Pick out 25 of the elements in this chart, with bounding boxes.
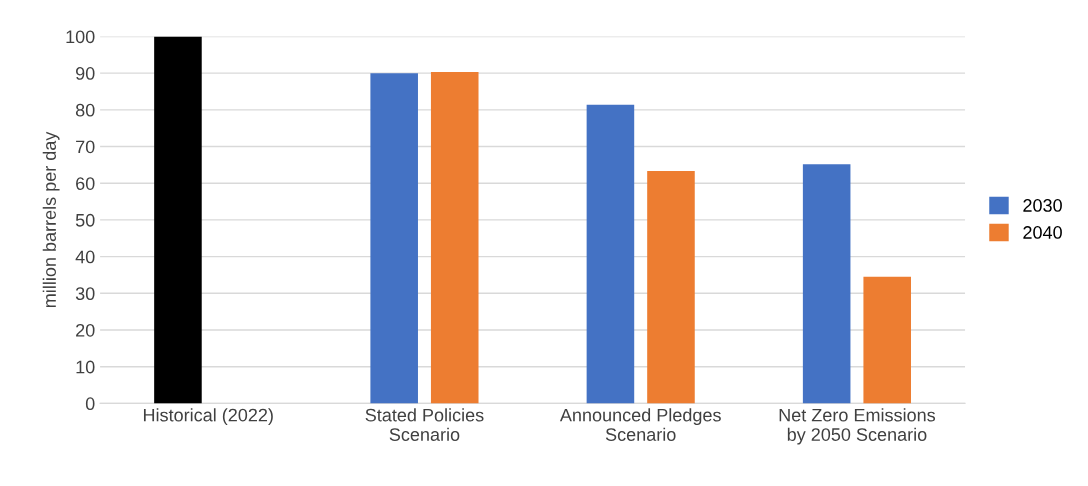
y-tick-label: 30 bbox=[75, 287, 95, 301]
y-tick-label: 100 bbox=[66, 30, 95, 44]
bar bbox=[586, 104, 635, 404]
y-tick-label: 80 bbox=[75, 103, 95, 117]
y-tick-label: 70 bbox=[76, 140, 95, 154]
x-tick-label: Historical (2022) bbox=[143, 408, 273, 426]
bar bbox=[370, 73, 418, 404]
y-tick-label: 90 bbox=[76, 67, 95, 80]
y-tick-label: 10 bbox=[76, 360, 95, 374]
y-tick-label: 50 bbox=[75, 213, 95, 227]
bar bbox=[863, 276, 911, 404]
bar bbox=[647, 171, 695, 404]
x-tick-label: Net Zero Emissions by 2050 Scenario bbox=[779, 408, 936, 445]
y-tick-label: 60 bbox=[76, 177, 95, 190]
y-axis-title: million barrels per day bbox=[42, 131, 60, 308]
legend-label: 2040 bbox=[1023, 226, 1062, 239]
x-tick-label: Stated Policies Scenario bbox=[365, 408, 484, 441]
y-tick-label: 20 bbox=[76, 323, 95, 337]
bar bbox=[430, 72, 479, 404]
bar bbox=[802, 164, 851, 404]
x-tick-label: Announced Pledges Scenario bbox=[559, 408, 721, 441]
bar bbox=[154, 36, 202, 404]
y-tick-label: 0 bbox=[85, 397, 95, 411]
legend-label: 2030 bbox=[1023, 199, 1062, 212]
y-tick-label: 40 bbox=[75, 250, 95, 264]
